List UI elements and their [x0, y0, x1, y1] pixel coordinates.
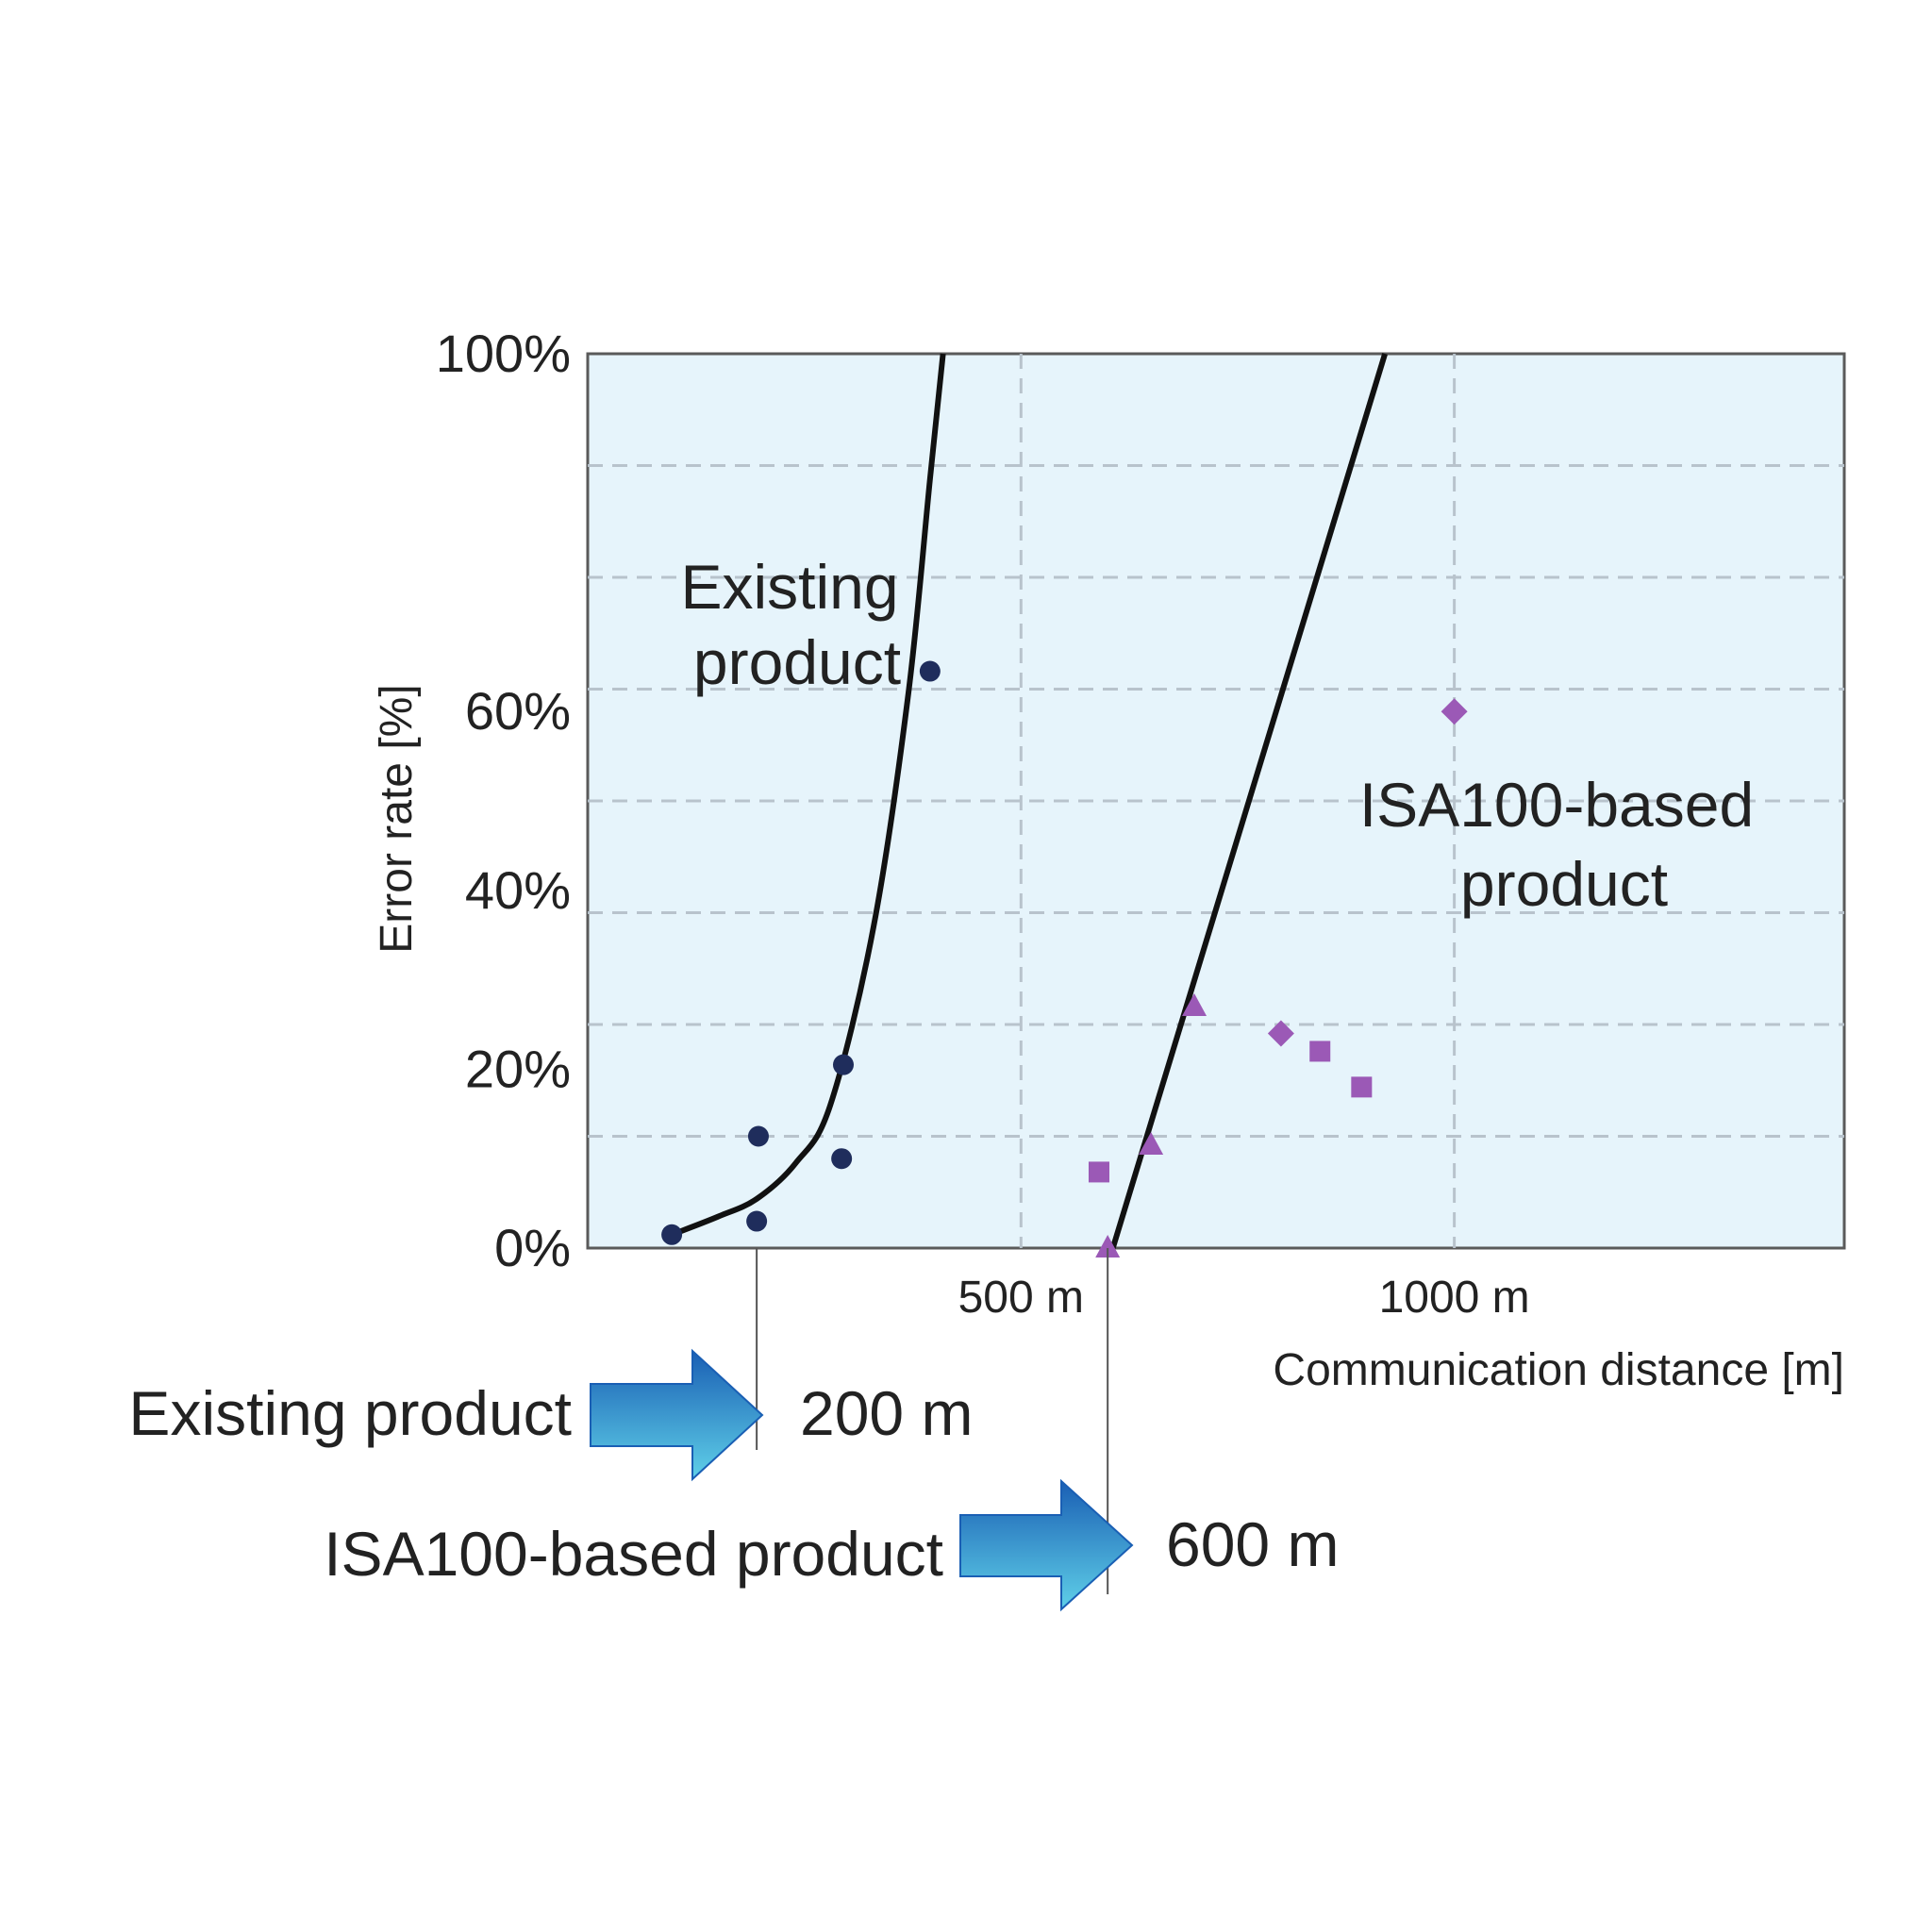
data-point-series-1 — [1139, 1131, 1164, 1155]
data-point-series-0 — [832, 1054, 854, 1075]
annotation-existing-line1: Existing — [680, 552, 898, 622]
data-point-series-0 — [919, 660, 941, 682]
trend-line-1 — [1109, 353, 1389, 1249]
y-tick-label: 100% — [436, 324, 571, 383]
data-points — [661, 660, 1468, 1257]
data-point-series-1 — [1309, 1041, 1331, 1062]
annotation-existing-line2: product — [693, 627, 901, 697]
trend-lines — [671, 353, 1389, 1249]
y-tick-label: 0% — [494, 1218, 571, 1277]
annotation-isa100-line2: product — [1460, 849, 1668, 919]
trend-line-0 — [671, 353, 946, 1238]
callout-isa100: ISA100-based product 600 m — [324, 1248, 1339, 1612]
data-point-series-1 — [1182, 993, 1208, 1017]
tick-labels: 0% 20% 40% 60% 100% 500 m 1000 m — [436, 324, 1530, 1323]
callout-existing: Existing product 200 m — [128, 1248, 973, 1482]
arrow-icon — [590, 1348, 764, 1482]
data-point-series-1 — [1441, 698, 1468, 725]
data-point-series-1 — [1088, 1161, 1109, 1183]
x-tick-label: 1000 m — [1379, 1273, 1530, 1323]
x-axis-title: Communication distance [m] — [1273, 1345, 1844, 1395]
arrow-icon — [959, 1478, 1134, 1612]
x-tick-label: 500 m — [958, 1273, 1084, 1323]
callout-label-existing: Existing product — [128, 1378, 572, 1448]
y-tick-label: 20% — [465, 1039, 571, 1098]
callout-value-existing: 200 m — [800, 1378, 973, 1448]
data-point-series-0 — [747, 1125, 769, 1147]
data-point-series-0 — [831, 1148, 853, 1170]
annotation-isa100-line1: ISA100-based — [1359, 770, 1754, 840]
data-point-series-0 — [746, 1210, 768, 1232]
y-axis-title: Error rate [%] — [372, 684, 422, 953]
y-tick-label: 40% — [465, 860, 571, 920]
y-tick-label: 60% — [465, 681, 571, 741]
callout-label-isa100: ISA100-based product — [324, 1519, 943, 1589]
data-point-series-1 — [1267, 1020, 1294, 1047]
data-point-series-1 — [1351, 1076, 1373, 1098]
callout-value-isa100: 600 m — [1166, 1509, 1339, 1579]
data-point-series-0 — [661, 1224, 683, 1245]
data-point-series-1 — [1095, 1235, 1121, 1257]
